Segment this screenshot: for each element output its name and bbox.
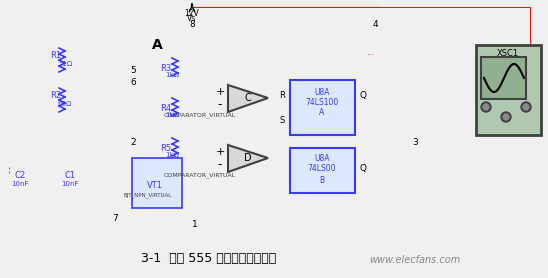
Text: www.elecfans.com: www.elecfans.com bbox=[369, 255, 461, 265]
Text: R3: R3 bbox=[160, 63, 171, 73]
Circle shape bbox=[481, 102, 491, 112]
Text: 60Ω: 60Ω bbox=[58, 101, 72, 107]
Text: A: A bbox=[319, 108, 324, 116]
Text: ...: ... bbox=[366, 48, 374, 56]
Text: 51Ω: 51Ω bbox=[58, 61, 72, 67]
Bar bbox=[130, 22, 420, 232]
Text: 1kΩ: 1kΩ bbox=[165, 112, 179, 118]
Text: Q: Q bbox=[360, 163, 367, 173]
Text: COMPARATOR_VIRTUAL: COMPARATOR_VIRTUAL bbox=[164, 172, 236, 178]
Text: 12V: 12V bbox=[185, 9, 199, 18]
Text: 6: 6 bbox=[130, 78, 136, 86]
Circle shape bbox=[501, 112, 511, 122]
Text: 2: 2 bbox=[130, 138, 135, 147]
Circle shape bbox=[483, 104, 489, 110]
Text: C: C bbox=[244, 93, 252, 103]
Text: R1: R1 bbox=[50, 51, 61, 59]
Text: D: D bbox=[244, 153, 252, 163]
Text: +: + bbox=[215, 147, 225, 157]
Bar bbox=[476, 45, 541, 135]
Text: U8A: U8A bbox=[314, 88, 330, 96]
Text: 1kΩ: 1kΩ bbox=[165, 72, 179, 78]
Bar bbox=[132, 158, 182, 208]
Text: -: - bbox=[218, 98, 222, 111]
Text: 74LS00: 74LS00 bbox=[308, 163, 336, 173]
Text: -: - bbox=[218, 158, 222, 172]
Text: B: B bbox=[319, 175, 324, 185]
Bar bbox=[290, 148, 355, 193]
Text: XSC1: XSC1 bbox=[497, 48, 519, 58]
Text: +: + bbox=[215, 87, 225, 97]
Circle shape bbox=[521, 102, 531, 112]
Text: 3: 3 bbox=[412, 138, 418, 147]
Text: COMPARATOR_VIRTUAL: COMPARATOR_VIRTUAL bbox=[164, 112, 236, 118]
Text: 1: 1 bbox=[192, 220, 198, 229]
Circle shape bbox=[523, 104, 529, 110]
Text: C2: C2 bbox=[14, 170, 26, 180]
Bar bbox=[290, 80, 355, 135]
Text: 3-1  基于 555 芯片的多谐振蕩器: 3-1 基于 555 芯片的多谐振蕩器 bbox=[141, 252, 276, 265]
Text: C1: C1 bbox=[65, 170, 76, 180]
Text: Q: Q bbox=[360, 91, 367, 100]
Polygon shape bbox=[228, 145, 268, 172]
Text: S: S bbox=[279, 115, 285, 125]
Polygon shape bbox=[228, 85, 268, 112]
Circle shape bbox=[503, 114, 509, 120]
Text: 7: 7 bbox=[112, 214, 118, 222]
Text: R4: R4 bbox=[160, 103, 171, 113]
Text: U8A: U8A bbox=[314, 153, 330, 163]
Text: R5: R5 bbox=[160, 143, 171, 153]
Text: Vs: Vs bbox=[187, 14, 197, 23]
Text: R2: R2 bbox=[50, 91, 61, 100]
Text: BJT_NPN_VIRTUAL: BJT_NPN_VIRTUAL bbox=[124, 192, 172, 198]
Text: 10nF: 10nF bbox=[61, 181, 79, 187]
Text: R: R bbox=[279, 91, 285, 100]
Text: VT1: VT1 bbox=[147, 180, 163, 190]
Text: A: A bbox=[152, 38, 163, 52]
Bar bbox=[481, 57, 526, 99]
Text: 8: 8 bbox=[189, 19, 195, 29]
Text: 74LS100: 74LS100 bbox=[305, 98, 339, 106]
Text: 10nF: 10nF bbox=[12, 181, 28, 187]
Text: 5: 5 bbox=[130, 66, 136, 75]
Text: 4: 4 bbox=[373, 19, 378, 29]
Text: 1kΩ: 1kΩ bbox=[165, 152, 179, 158]
